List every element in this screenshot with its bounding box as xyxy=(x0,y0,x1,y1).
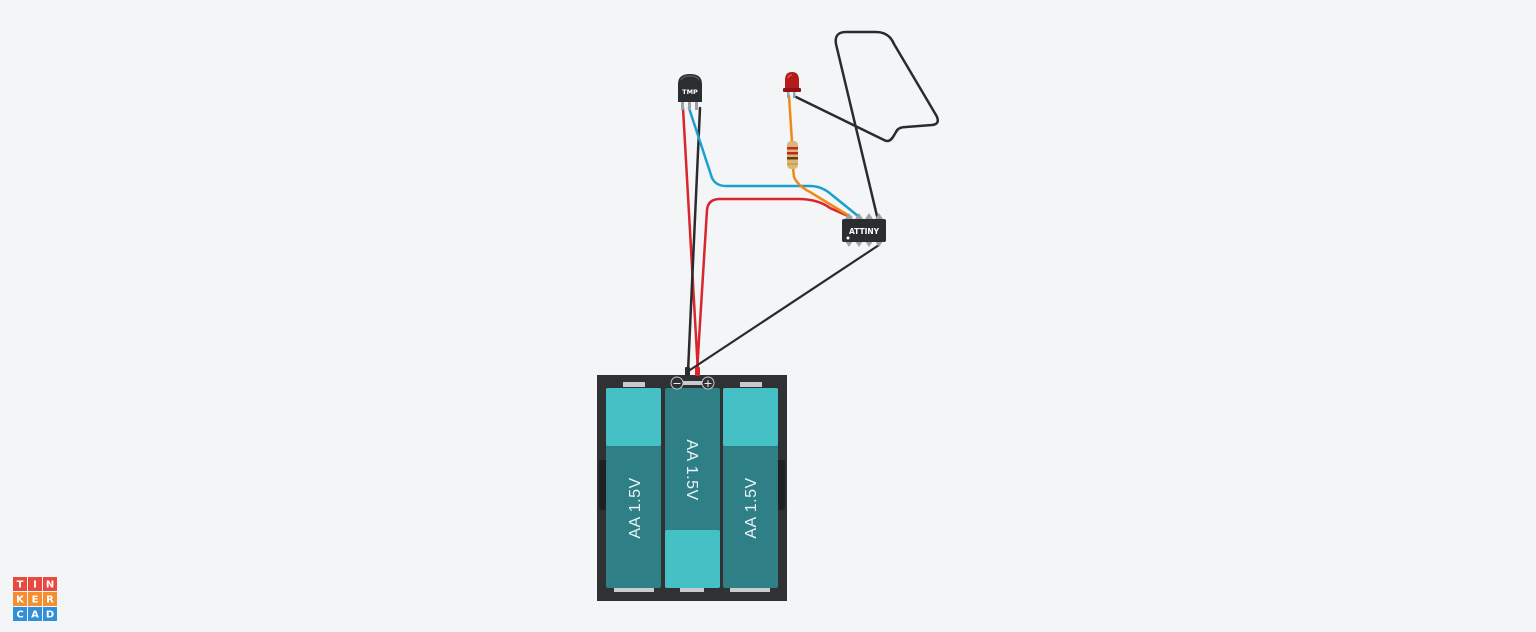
resistor-band-4 xyxy=(787,163,798,165)
battery-minus-terminal[interactable]: − xyxy=(670,376,684,390)
wire-tmp-power[interactable] xyxy=(681,106,700,374)
led-highlight xyxy=(787,74,793,79)
tmp-body xyxy=(678,74,702,102)
battery-pack[interactable]: AA 1.5V AA 1.5V AA 1.5V − + xyxy=(597,367,787,601)
wire-led-ground-loop[interactable] xyxy=(794,30,940,218)
resistor-band-1 xyxy=(787,147,798,150)
logo-letter: I xyxy=(33,580,37,591)
logo-letter: N xyxy=(46,580,54,591)
wire-attiny-ground[interactable] xyxy=(688,243,881,372)
logo-letter: C xyxy=(16,610,23,621)
battery-plus-terminal[interactable]: + xyxy=(701,376,715,390)
battery-cell-3: AA 1.5V xyxy=(723,388,778,588)
resistor-band-2 xyxy=(787,152,798,155)
battery-cell-2: AA 1.5V xyxy=(665,388,720,588)
logo-tile xyxy=(43,607,57,621)
battery-cell-1-label: AA 1.5V xyxy=(627,477,644,538)
resistor[interactable] xyxy=(787,141,798,169)
attiny-top-pins xyxy=(845,213,883,219)
logo-letter: K xyxy=(16,595,25,606)
logo-letter: E xyxy=(32,595,39,606)
logo-tile xyxy=(13,577,27,591)
led-rim xyxy=(783,88,801,92)
battery-terminal-bar xyxy=(682,381,704,385)
wire-attiny-power[interactable] xyxy=(695,197,850,374)
battery-cell-1: AA 1.5V xyxy=(606,388,661,588)
battery-lead-red xyxy=(695,367,700,376)
logo-tile xyxy=(28,607,42,621)
logo-tile xyxy=(43,592,57,606)
wires xyxy=(681,30,940,374)
attiny-chip[interactable]: ATTINY xyxy=(842,213,886,247)
wire-resistor-attiny[interactable] xyxy=(791,166,853,219)
led-cathode-leg xyxy=(793,88,796,98)
attiny-bottom-pins xyxy=(845,241,883,247)
tinkercad-logo[interactable]: T I N K E R C A D xyxy=(13,577,57,621)
attiny-body xyxy=(842,219,886,242)
logo-tile xyxy=(28,592,42,606)
wire-tmp-ground[interactable] xyxy=(686,106,702,374)
wire-tmp-signal[interactable] xyxy=(687,106,860,218)
logo-letter: T xyxy=(17,580,24,591)
logo-letter: R xyxy=(46,595,54,606)
tmp-leg-3 xyxy=(695,100,698,110)
tmp-leg-1 xyxy=(681,100,684,110)
attiny-pin1-dot xyxy=(846,236,850,240)
battery-contact-top-3 xyxy=(740,382,762,387)
battery-lead-black xyxy=(685,367,690,376)
tmp-highlight xyxy=(680,75,700,81)
temp-sensor[interactable]: TMP xyxy=(678,74,702,110)
tmp-label: TMP xyxy=(682,88,698,96)
tmp-leg-2 xyxy=(688,100,691,110)
battery-contact-bottom-2 xyxy=(680,588,704,592)
battery-cell-2-label: AA 1.5V xyxy=(683,439,700,500)
battery-minus-symbol: − xyxy=(672,377,681,390)
attiny-label: ATTINY xyxy=(849,227,880,236)
battery-contact-top-1 xyxy=(623,382,645,387)
battery-plus-symbol: + xyxy=(703,377,712,390)
battery-contact-bottom-1 xyxy=(614,588,654,592)
logo-letter: D xyxy=(46,610,54,621)
logo-tile xyxy=(28,577,42,591)
logo-tile xyxy=(43,577,57,591)
wire-led-resistor[interactable] xyxy=(787,94,794,144)
logo-tile xyxy=(13,607,27,621)
resistor-band-3 xyxy=(787,157,798,160)
led-anode-leg xyxy=(787,88,790,98)
logo-letter: A xyxy=(31,610,39,621)
battery-contact-bottom-3 xyxy=(730,588,770,592)
battery-cell-3-label: AA 1.5V xyxy=(743,477,760,538)
logo-tile xyxy=(13,592,27,606)
led[interactable] xyxy=(783,72,801,98)
